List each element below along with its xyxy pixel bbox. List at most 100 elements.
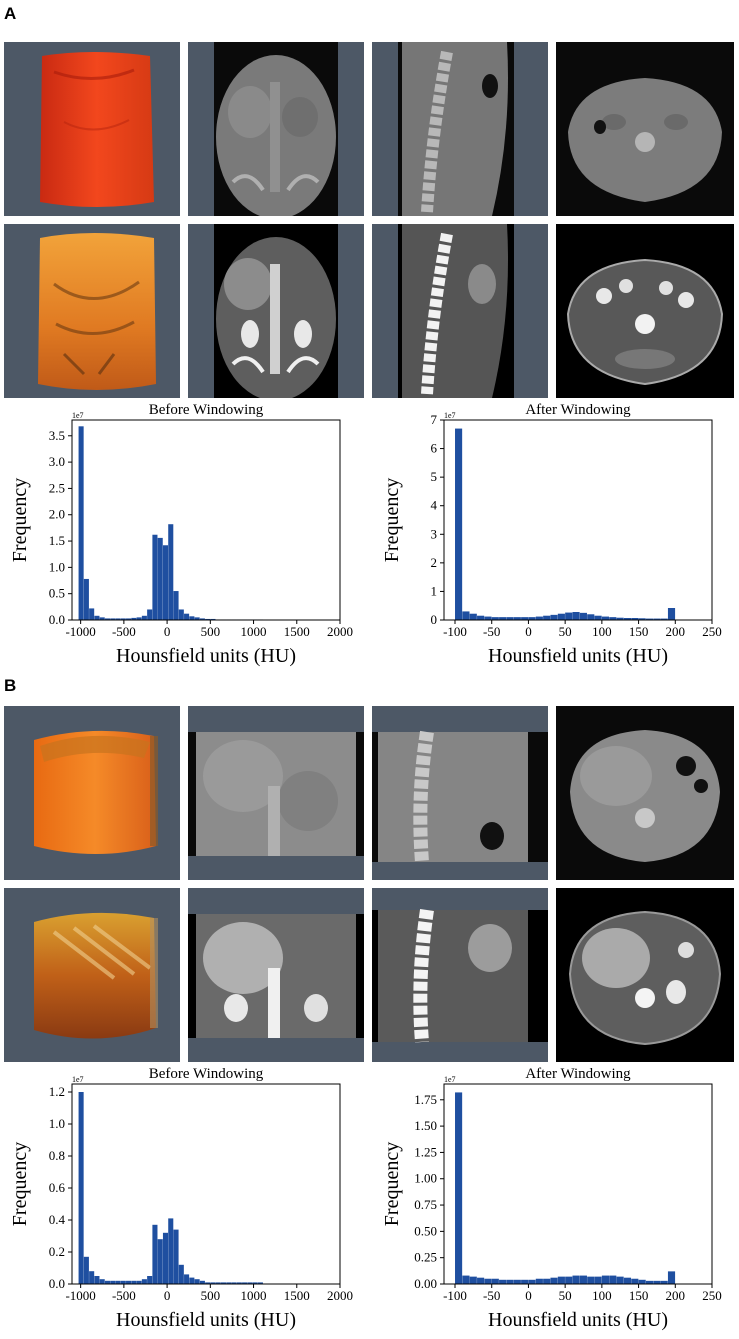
coronal-ct-windowed-b xyxy=(188,888,364,1062)
histogram-bar xyxy=(550,1277,558,1284)
histogram-a-after: After Windowing 1e7 -100 -50 0 50 100 150 200 250… xyxy=(376,400,726,672)
histogram-bar xyxy=(83,1256,89,1284)
chart-title: Before Windowing xyxy=(149,1066,264,1082)
y-tick-label: 0 xyxy=(431,612,438,627)
histogram-bar xyxy=(499,617,507,620)
histogram-bar xyxy=(484,616,492,620)
histogram-bar xyxy=(557,613,565,620)
y-tick-label: 6 xyxy=(431,441,438,456)
histogram-bar xyxy=(462,611,470,620)
histogram-bar xyxy=(660,1280,668,1284)
histogram-bar xyxy=(152,534,158,620)
histogram-bar xyxy=(506,1279,514,1284)
histogram-bar xyxy=(173,1229,179,1284)
scale-label: 1e7 xyxy=(72,1075,84,1084)
x-tick-label: 150 xyxy=(629,624,649,639)
x-tick-label: -50 xyxy=(483,624,500,639)
y-tick-label: 1.5 xyxy=(49,533,65,548)
y-tick-label: 0.6 xyxy=(49,1180,66,1195)
y-axis-label: Frequency xyxy=(9,478,31,562)
y-tick-label: 0.50 xyxy=(414,1223,437,1238)
histogram-bar xyxy=(115,1280,121,1284)
histogram-bar xyxy=(157,1239,163,1284)
histogram-bar xyxy=(178,609,184,620)
y-tick-label: 3.5 xyxy=(49,428,65,443)
x-tick-label: 500 xyxy=(201,624,221,639)
histogram-bar xyxy=(210,618,216,620)
histogram-bar xyxy=(660,618,668,620)
histogram-bar xyxy=(491,617,499,620)
histogram-bar xyxy=(162,545,169,620)
sagittal-ct-native-b xyxy=(372,706,548,880)
histogram-bar xyxy=(236,1282,242,1284)
histogram-bar xyxy=(168,1218,174,1284)
histogram-bar xyxy=(579,1275,587,1284)
x-tick-label: 200 xyxy=(666,1288,686,1303)
x-tick-label: 2000 xyxy=(327,624,353,639)
histogram-bar xyxy=(247,1282,253,1284)
histogram-bar xyxy=(199,618,205,620)
scale-label: 1e7 xyxy=(444,411,456,420)
y-tick-label: 1.50 xyxy=(414,1118,437,1133)
volume-render-native-b xyxy=(4,706,180,880)
y-tick-label: 1.00 xyxy=(414,1171,437,1186)
histogram-bar xyxy=(99,617,105,620)
x-tick-label: 2000 xyxy=(327,1288,353,1303)
histogram-bar xyxy=(168,524,174,620)
y-tick-label: 0.5 xyxy=(49,586,65,601)
histogram-bar xyxy=(215,1282,221,1284)
x-tick-label: -50 xyxy=(483,1288,500,1303)
y-tick-label: 0.00 xyxy=(414,1276,437,1291)
x-tick-label: 1000 xyxy=(241,624,267,639)
coronal-ct-windowed-a xyxy=(188,224,364,398)
histogram-bar xyxy=(543,615,551,620)
x-tick-label: -100 xyxy=(443,1288,467,1303)
x-tick-label: 0 xyxy=(164,1288,171,1303)
histogram-bar xyxy=(205,1282,211,1284)
sagittal-ct-native-a xyxy=(372,42,548,216)
histogram-bar xyxy=(609,617,617,620)
x-axis-label: Hounsfield units (HU) xyxy=(488,645,668,667)
y-tick-label: 1 xyxy=(431,583,438,598)
histogram-bar xyxy=(99,1279,105,1284)
histogram-bar xyxy=(455,1092,463,1284)
histogram-bar xyxy=(653,1280,661,1284)
histogram-b-before: Before Windowing 1e7 -1000 -500 0 500 1000 1500… xyxy=(4,1064,354,1336)
histogram-bar xyxy=(189,616,195,620)
x-tick-label: -1000 xyxy=(65,624,95,639)
x-axis-label: Hounsfield units (HU) xyxy=(488,1309,668,1331)
x-axis-label: Hounsfield units (HU) xyxy=(116,1309,296,1331)
histogram-bar xyxy=(528,1279,536,1284)
histogram-bar xyxy=(226,1282,232,1284)
volume-render-native-a xyxy=(4,42,180,216)
plot-frame xyxy=(443,419,713,621)
histogram-bar xyxy=(104,618,111,620)
histogram-bar xyxy=(220,1282,227,1284)
panel-letter-a: A xyxy=(4,4,17,23)
histogram-bar xyxy=(157,537,163,620)
histogram-bar xyxy=(572,612,580,620)
histogram-bar xyxy=(94,1276,100,1284)
histogram-bar xyxy=(147,609,153,620)
histogram-bar xyxy=(631,618,639,620)
histogram-bar xyxy=(609,1275,617,1284)
histogram-bar xyxy=(189,1277,195,1284)
y-tick-label: 3.0 xyxy=(49,454,65,469)
histogram-bar xyxy=(136,617,142,620)
histogram-bar xyxy=(78,426,84,620)
histogram-bar xyxy=(645,1280,654,1284)
histogram-a-before-svg: Before Windowing 1e7 -1000 -500 0 500 1000 1500… xyxy=(9,402,353,667)
x-tick-label: -1000 xyxy=(65,1288,95,1303)
x-tick-label: 0 xyxy=(164,624,171,639)
volume-render-windowed-a xyxy=(4,224,180,398)
histogram-bar xyxy=(162,1232,169,1284)
histogram-bar xyxy=(173,591,179,620)
histogram-bar xyxy=(499,1279,507,1284)
y-tick-label: 0.0 xyxy=(49,1276,65,1291)
histogram-bar xyxy=(141,1279,147,1284)
histogram-bar xyxy=(623,1277,632,1284)
x-tick-label: 100 xyxy=(592,624,612,639)
histogram-bar xyxy=(184,1274,190,1284)
histogram-bar xyxy=(594,1276,602,1284)
y-tick-label: 0.4 xyxy=(49,1212,66,1227)
